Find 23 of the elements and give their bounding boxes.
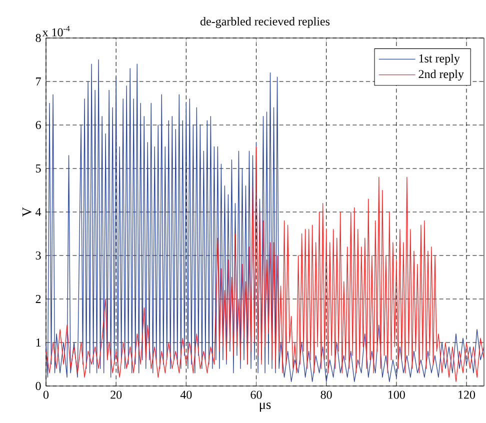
x-tick-label: 100 bbox=[388, 390, 405, 399]
y-tick-label: 0 bbox=[36, 382, 41, 390]
line-series bbox=[46, 146, 484, 382]
x-axis-title: μs bbox=[260, 402, 271, 412]
x-tick-label: 60 bbox=[250, 390, 262, 399]
y-tick-label: 5 bbox=[36, 164, 41, 172]
y-tick-label: 4 bbox=[36, 208, 42, 216]
chart-title: de-garbled recieved replies bbox=[200, 17, 330, 28]
y-tick-label: 6 bbox=[36, 120, 41, 130]
x-tick-label: 40 bbox=[180, 390, 192, 399]
x-tick-label: 120 bbox=[458, 390, 476, 399]
legend-label: 2nd reply bbox=[418, 70, 464, 81]
y-tick-label: 8 bbox=[36, 34, 41, 42]
x-tick-label: 0 bbox=[43, 390, 49, 399]
text: x 10$^{-4}$ bbox=[42, 26, 70, 36]
legend-label: 1st reply bbox=[419, 54, 460, 65]
y-tick-label: 1 bbox=[36, 338, 41, 346]
x-tick-label: 80 bbox=[320, 390, 332, 399]
x-tick-label: 20 bbox=[110, 390, 122, 399]
y-axis-title: V bbox=[22, 207, 32, 217]
y-tick-label: 7 bbox=[36, 78, 41, 86]
y-tick-label: 2 bbox=[36, 295, 41, 303]
y-tick-label: 3 bbox=[36, 251, 41, 260]
